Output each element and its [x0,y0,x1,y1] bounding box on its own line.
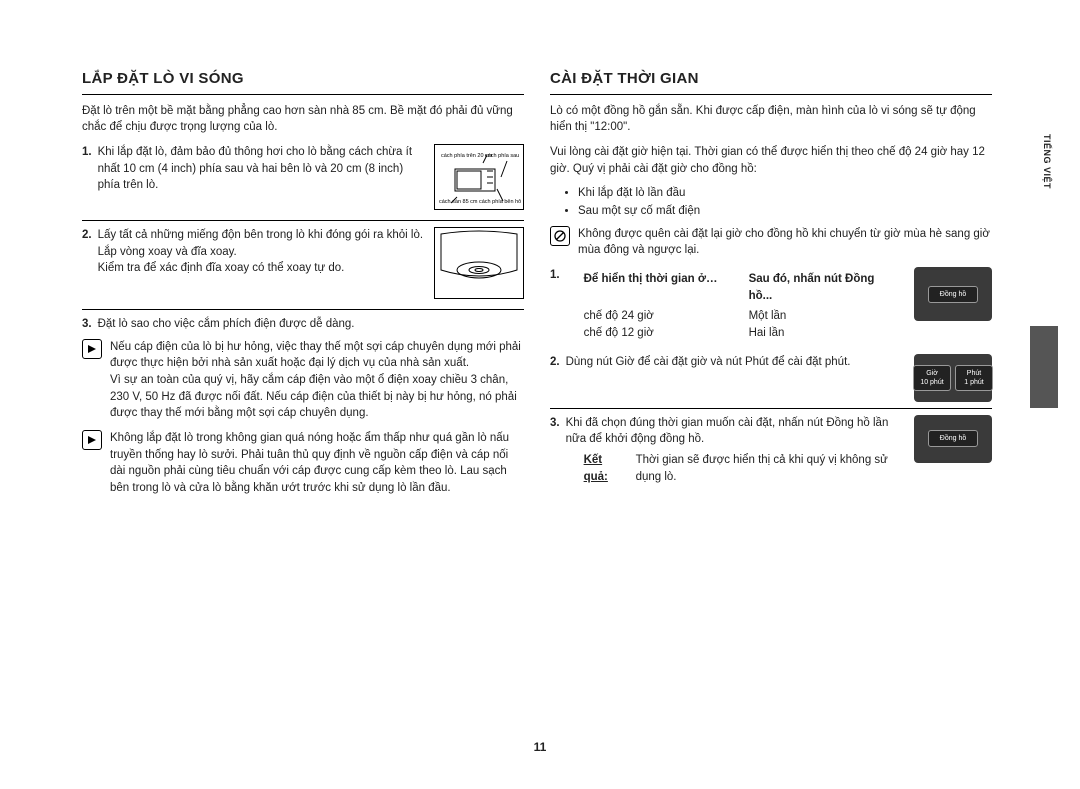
svg-text:cách sàn 85 cm: cách sàn 85 cm [439,199,478,205]
left-intro: Đặt lò trên một bề mặt bằng phẳng cao hơ… [82,103,524,136]
left-column: LẮP ĐẶT LÒ VI SÓNG Đặt lò trên một bề mặ… [82,68,524,505]
left-step-3: 3. Đặt lò sao cho việc cắm phích điện đư… [82,316,524,333]
svg-text:cách phía bên hông 10 cm: cách phía bên hông 10 cm [479,199,521,205]
panel-button-hour: Giờ10 phút [913,365,951,391]
thumb-index [1030,326,1058,408]
right-p2: Vui lòng cài đặt giờ hiện tại. Thời gian… [550,144,992,177]
right-heading: CÀI ĐẶT THỜI GIAN [550,68,992,90]
rule [82,94,524,95]
note-text: Không lắp đặt lò trong không gian quá nó… [110,430,524,497]
table-cell: Một lần [749,308,899,325]
panel-button-clock: Đồng hồ [928,286,978,303]
rule-thin [550,408,992,409]
left-step-2: 2. Lấy tất cả những miếng độn bên trong … [82,227,524,303]
language-tab: TIẾNG VIỆT [1042,134,1052,189]
panel-button-clock: Đồng hồ [928,430,978,447]
right-p1: Lò có một đồng hồ gắn sẵn. Khi được cấp … [550,103,992,136]
step-text: Khi lắp đặt lò, đảm bảo đủ thông hơi cho… [98,146,412,191]
rule-thin [82,220,524,221]
rule-thin [82,309,524,310]
panel-clock: Đồng hồ [914,267,992,321]
page-number: 11 [0,740,1080,754]
left-step-1: 1. cách phía trên 20 cm cách phía sau 10… [82,144,524,214]
note-text: Nếu cáp điện của lò bị hư hỏng, việc tha… [110,341,521,370]
table-cell: chế độ 24 giờ [584,308,749,325]
note-block: Nếu cáp điện của lò bị hư hỏng, việc tha… [82,339,524,422]
figure-clearances: cách phía trên 20 cm cách phía sau 10 cm… [434,144,524,210]
panel-clock: Đồng hồ [914,415,992,463]
step-text: Khi đã chọn đúng thời gian muốn cài đặt,… [566,417,889,446]
table-header: Sau đó, nhấn nút Đồng hồ... [749,271,899,304]
step-text: Dùng nút Giờ để cài đặt giờ và nút Phút … [566,356,851,368]
table-cell: chế độ 12 giờ [584,325,749,342]
bullet-item: Sau một sự cố mất điện [578,203,992,220]
right-step-1: 1. Đồng hồ Để hiển thị thời gian ở… Sau … [550,267,992,348]
table-header: Để hiển thị thời gian ở… [584,271,749,304]
table-cell: Hai lần [749,325,899,342]
right-step-2: 2. Giờ10 phút Phút1 phút Dùng nút Giờ để… [550,354,992,402]
step-number: 1. [82,144,92,214]
step-number: 1. [550,267,560,348]
step-number: 2. [82,227,92,303]
panel-hour-minute: Giờ10 phút Phút1 phút [914,354,992,402]
note-block: Không được quên cài đặt lại giờ cho đồng… [550,226,992,259]
figure-turntable [434,227,524,299]
step-text: Lắp vòng xoay và đĩa xoay. [98,246,237,258]
panel-button-minute: Phút1 phút [955,365,993,391]
step-text: Lấy tất cả những miếng độn bên trong lò … [98,229,423,241]
rule [550,94,992,95]
left-heading: LẮP ĐẶT LÒ VI SÓNG [82,68,524,90]
step-number: 2. [550,354,560,402]
step-text: Kiểm tra để xác định đĩa xoay có thể xoa… [98,262,345,274]
step-text: Đặt lò sao cho việc cắm phích điện được … [98,316,524,333]
note-arrow-icon [82,339,102,359]
result-text: Thời gian sẽ được hiển thị cả khi quý vị… [636,452,906,485]
result-label: Kết quả: [584,452,626,485]
note-text: Vì sự an toàn của quý vị, hãy cắm cáp đi… [110,374,517,419]
right-column: CÀI ĐẶT THỜI GIAN Lò có một đồng hồ gắn … [550,68,992,505]
manual-page: LẮP ĐẶT LÒ VI SÓNG Đặt lò trên một bề mặ… [82,68,992,505]
svg-text:cách phía sau 10 cm: cách phía sau 10 cm [485,153,521,159]
note-arrow-icon [82,430,102,450]
step-number: 3. [550,415,560,486]
note-block: Không lắp đặt lò trong không gian quá nó… [82,430,524,497]
note-slash-icon [550,226,570,246]
step-number: 3. [82,316,92,333]
right-step-3: 3. Đồng hồ Khi đã chọn đúng thời gian mu… [550,415,992,486]
bullet-item: Khi lắp đặt lò lần đầu [578,185,992,202]
note-text: Không được quên cài đặt lại giờ cho đồng… [578,226,992,259]
bullet-list: Khi lắp đặt lò lần đầu Sau một sự cố mất… [550,185,992,219]
